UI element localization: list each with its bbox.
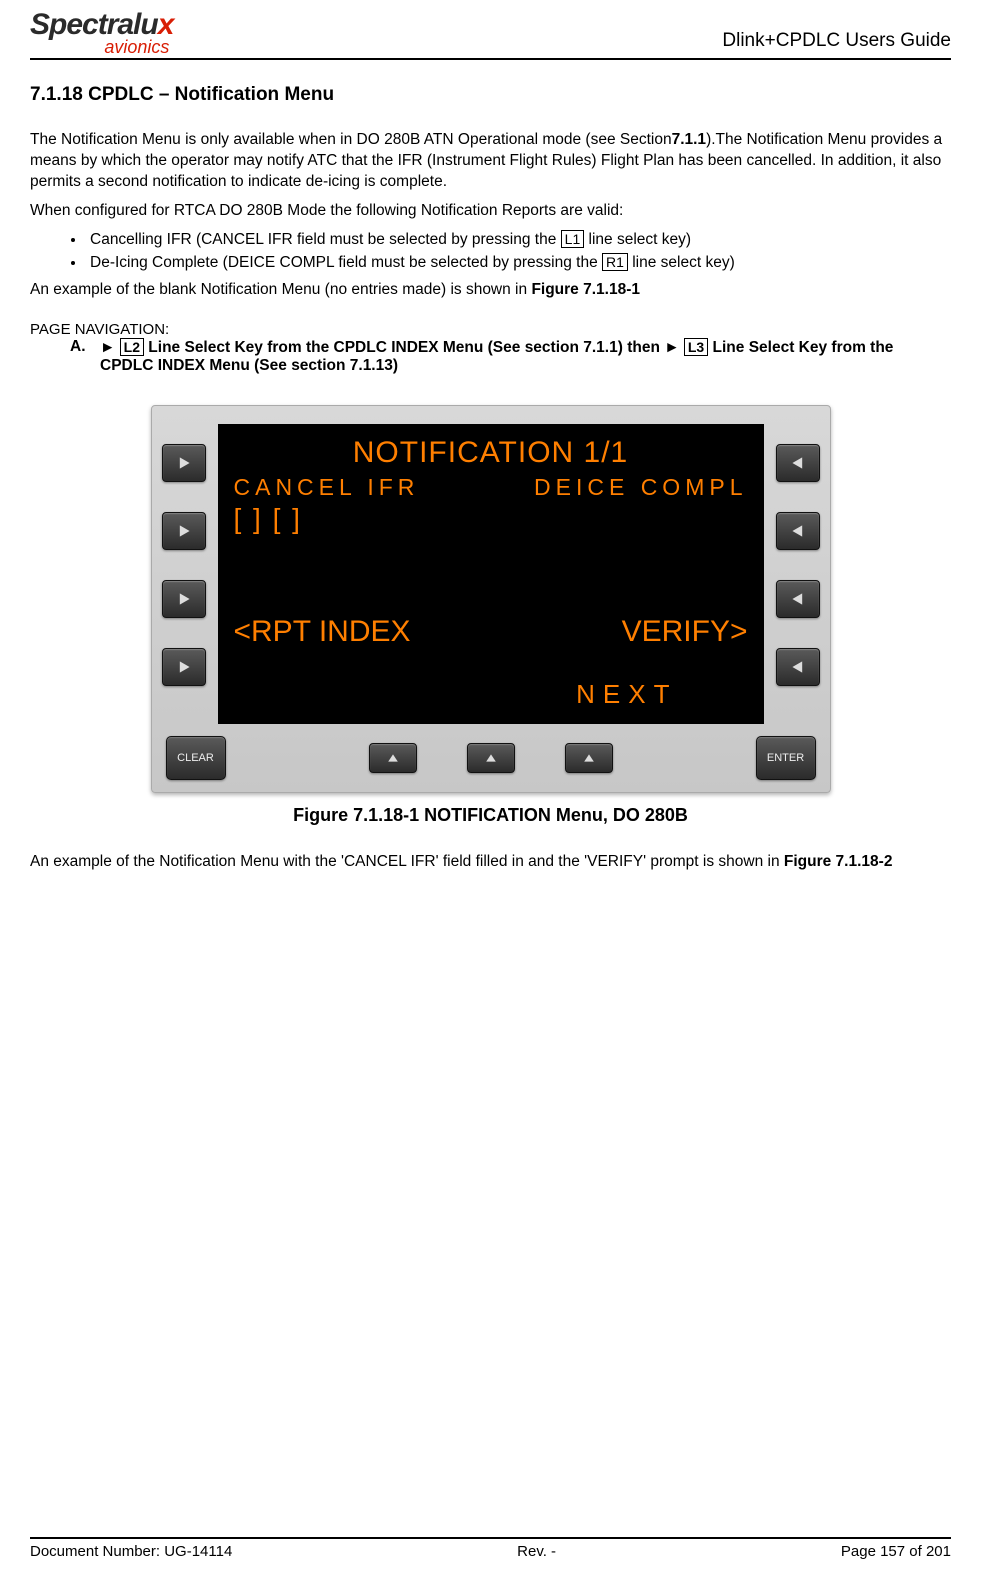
key-l1: L1: [561, 230, 585, 249]
after-para-ref: Figure 7.1.18-2: [784, 853, 893, 870]
footer-page: Page 157 of 201: [841, 1543, 951, 1560]
arrow-up-center-button[interactable]: [467, 743, 515, 773]
screen-row-prompts: <RPT INDEX VERIFY>: [234, 615, 748, 649]
device-screen: NOTIFICATION 1/1 CANCEL IFR DEICE COMPL …: [218, 424, 764, 724]
triangle-left-icon: [791, 456, 805, 470]
right-lsk-column: [770, 424, 820, 724]
logo-main: Spectralux: [30, 10, 173, 40]
nav-list: A. ► L2 Line Select Key from the CPDLC I…: [70, 338, 951, 375]
lsk-l1[interactable]: [162, 444, 206, 482]
screen-rpt-index: <RPT INDEX: [234, 615, 411, 649]
lsk-l3[interactable]: [162, 580, 206, 618]
screen-cancel-ifr-label: CANCEL IFR: [234, 474, 420, 501]
screen-brackets: [ ] [ ]: [234, 503, 748, 535]
lsk-r3[interactable]: [776, 580, 820, 618]
triangle-right-icon: [177, 660, 191, 674]
lsk-r1[interactable]: [776, 444, 820, 482]
content-area: 7.1.18 CPDLC – Notification Menu The Not…: [30, 60, 951, 1537]
bullet-list: Cancelling IFR (CANCEL IFR field must be…: [86, 230, 951, 272]
bullet-2: De-Icing Complete (DEICE COMPL field mus…: [86, 253, 951, 272]
bullet1-b: line select key): [584, 231, 691, 248]
para3-a: An example of the blank Notification Men…: [30, 281, 531, 298]
lsk-l2[interactable]: [162, 512, 206, 550]
bullet-1: Cancelling IFR (CANCEL IFR field must be…: [86, 230, 951, 249]
key-l3: L3: [684, 338, 708, 357]
enter-button[interactable]: ENTER: [756, 736, 816, 780]
screen-deice-compl-label: DEICE COMPL: [534, 474, 747, 501]
triangle-left-icon: [791, 660, 805, 674]
triangle-left-icon: [791, 592, 805, 606]
page-footer: Document Number: UG-14114 Rev. - Page 15…: [30, 1537, 951, 1560]
arrow-up-right-button[interactable]: [565, 743, 613, 773]
triangle-right-icon: [177, 592, 191, 606]
nav-mid: Line Select Key from the CPDLC INDEX Men…: [144, 339, 684, 356]
para1-ref: 7.1.1: [672, 131, 706, 148]
paragraph-after-figure: An example of the Notification Menu with…: [30, 852, 951, 873]
para3-ref: Figure 7.1.18-1: [531, 281, 640, 298]
logo: Spectralux avionics: [30, 10, 173, 56]
screen-row-labels: CANCEL IFR DEICE COMPL: [234, 474, 748, 501]
nav-arrow1: ►: [100, 339, 115, 356]
screen-verify: VERIFY>: [622, 615, 748, 649]
figure-wrap: NOTIFICATION 1/1 CANCEL IFR DEICE COMPL …: [30, 405, 951, 826]
triangle-right-icon: [177, 456, 191, 470]
section-title: 7.1.18 CPDLC – Notification Menu: [30, 84, 951, 106]
logo-subtitle: avionics: [30, 38, 173, 56]
nav-item-body: ► L2 Line Select Key from the CPDLC INDE…: [100, 338, 951, 375]
figure-caption: Figure 7.1.18-1 NOTIFICATION Menu, DO 28…: [293, 805, 688, 826]
device-top: NOTIFICATION 1/1 CANCEL IFR DEICE COMPL …: [162, 424, 820, 724]
footer-revision: Rev. -: [517, 1543, 556, 1560]
paragraph-1: The Notification Menu is only available …: [30, 130, 951, 193]
triangle-right-icon: [177, 524, 191, 538]
paragraph-3: An example of the blank Notification Men…: [30, 280, 951, 301]
triangle-up-icon: [386, 752, 400, 764]
triangle-left-icon: [791, 524, 805, 538]
nav-item-a: A. ► L2 Line Select Key from the CPDLC I…: [70, 338, 951, 375]
arrow-up-left-button[interactable]: [369, 743, 417, 773]
screen-next: NEXT: [234, 679, 748, 710]
page-header: Spectralux avionics Dlink+CPDLC Users Gu…: [30, 10, 951, 60]
clear-button[interactable]: CLEAR: [166, 736, 226, 780]
device-bottom-row: CLEAR ENTER: [162, 736, 820, 780]
device-panel: NOTIFICATION 1/1 CANCEL IFR DEICE COMPL …: [151, 405, 831, 793]
bullet1-a: Cancelling IFR (CANCEL IFR field must be…: [90, 231, 561, 248]
lsk-l4[interactable]: [162, 648, 206, 686]
key-l2: L2: [120, 338, 144, 357]
para1-a: The Notification Menu is only available …: [30, 131, 672, 148]
lsk-r2[interactable]: [776, 512, 820, 550]
screen-title: NOTIFICATION 1/1: [234, 436, 748, 470]
triangle-up-icon: [582, 752, 596, 764]
page-nav-label: PAGE NAVIGATION:: [30, 321, 951, 338]
bullet2-b: line select key): [628, 254, 735, 271]
guide-title: Dlink+CPDLC Users Guide: [722, 30, 951, 56]
paragraph-2: When configured for RTCA DO 280B Mode th…: [30, 201, 951, 222]
bullet2-a: De-Icing Complete (DEICE COMPL field mus…: [90, 254, 602, 271]
lsk-r4[interactable]: [776, 648, 820, 686]
left-lsk-column: [162, 424, 212, 724]
arrow-group: [369, 743, 613, 773]
nav-marker: A.: [70, 338, 100, 375]
footer-doc-number: Document Number: UG-14114: [30, 1543, 232, 1560]
after-para-a: An example of the Notification Menu with…: [30, 853, 784, 870]
triangle-up-icon: [484, 752, 498, 764]
key-r1: R1: [602, 253, 628, 272]
